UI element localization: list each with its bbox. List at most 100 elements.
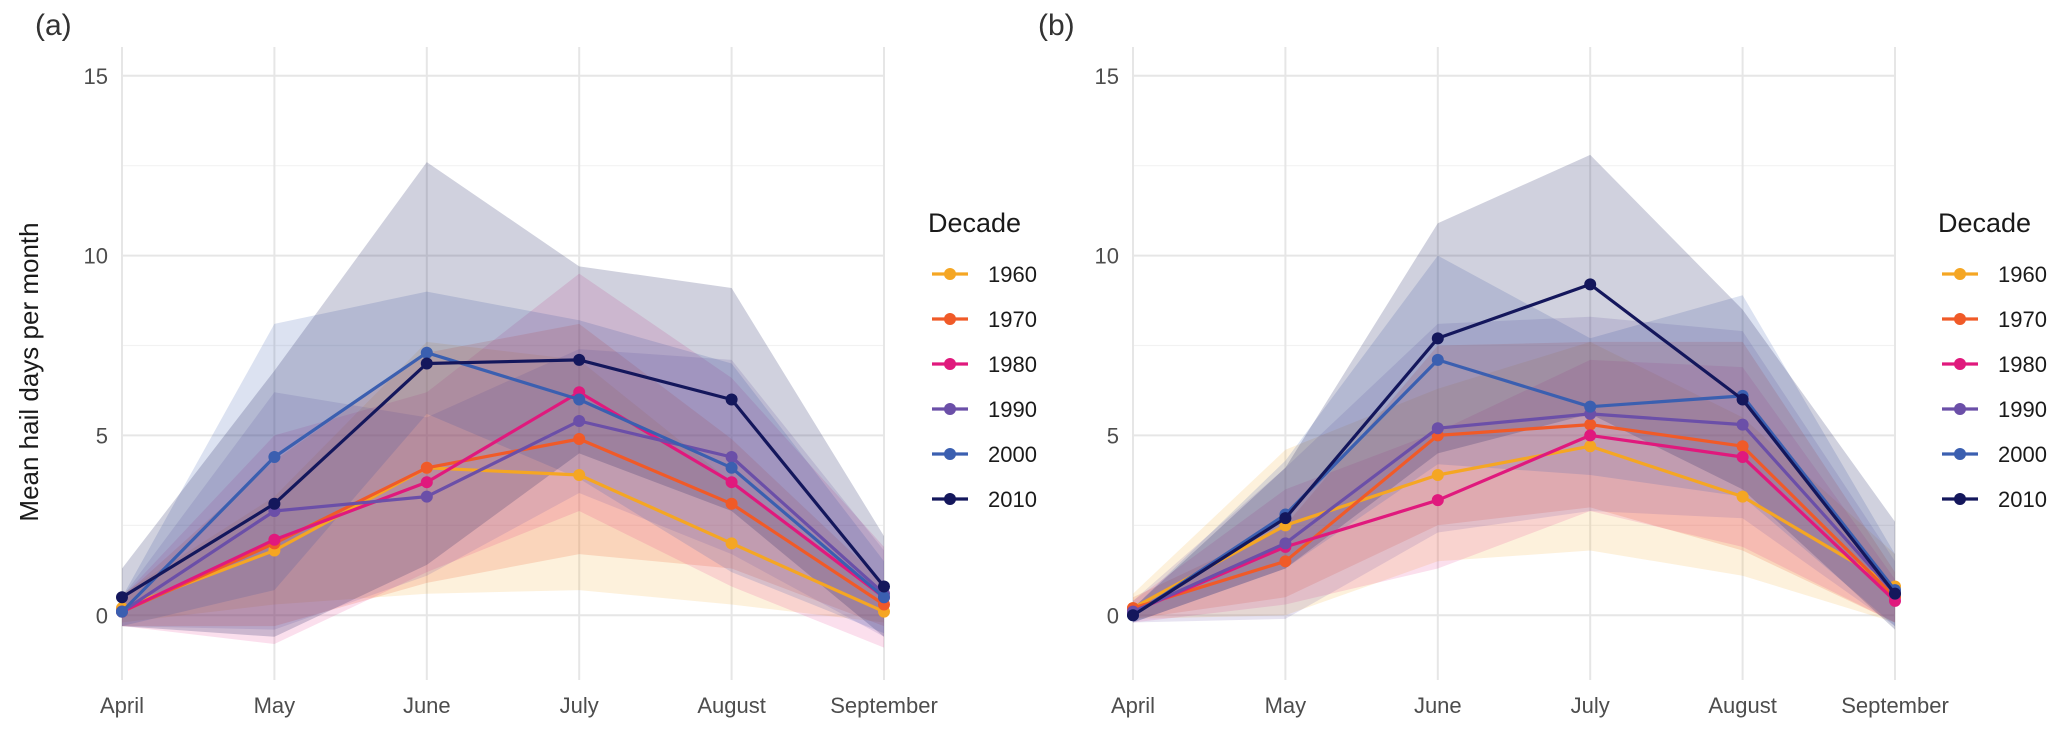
legend-title: Decade (928, 208, 1021, 238)
band-2000 (1133, 255, 1895, 627)
panel-a: 0 5 10 15 April May June July August September (a)… (35, 9, 1037, 718)
line-1960 (121, 466, 885, 614)
y-tick-label: 15 (84, 64, 108, 89)
line-1980 (1132, 433, 1897, 614)
line-1970 (1132, 423, 1897, 610)
line-1980 (121, 390, 885, 614)
x-tick-label: May (1265, 693, 1307, 718)
point-2010 (1889, 587, 1901, 600)
point-1970 (420, 461, 433, 474)
series-2010 (1127, 278, 1901, 622)
point-1970 (1736, 440, 1749, 453)
legend-title: Decade (1938, 208, 2031, 238)
y-tick-label: 0 (96, 603, 108, 628)
line-2000 (120, 351, 886, 613)
point-2000 (1431, 353, 1444, 366)
legend-label: 1960 (988, 262, 1037, 287)
line-2000 (1132, 358, 1897, 617)
panel-label: (b) (1038, 9, 1075, 42)
legend-label: 1980 (988, 352, 1037, 377)
legend-item-2010: 2010 (932, 487, 1037, 512)
point-1970 (573, 433, 586, 446)
legend-item-2010: 2010 (1942, 487, 2047, 512)
legend-item-2000: 2000 (1942, 442, 2047, 467)
point-1960 (573, 468, 586, 481)
confidence-bands (1133, 154, 1895, 630)
x-tick-label: August (1708, 693, 1777, 718)
point-2000 (420, 346, 433, 359)
grid (121, 47, 885, 680)
legend-swatch-point (944, 448, 956, 460)
x-tick-label: July (1571, 693, 1610, 718)
line-1970 (121, 437, 885, 614)
legend-label: 2010 (988, 487, 1037, 512)
point-1960 (1736, 490, 1749, 503)
legend-swatch-point (944, 358, 956, 370)
legend-swatch-point (1954, 268, 1966, 280)
point-2010 (420, 357, 433, 370)
legend-swatch-point (1954, 313, 1966, 325)
series-2000 (116, 346, 890, 618)
point-1980 (1584, 429, 1597, 442)
point-1990 (1736, 418, 1749, 431)
x-tick-label: May (254, 693, 296, 718)
legend: Decade 1960 1970 1980 1990 2000 2010 (928, 208, 1037, 512)
point-1990 (420, 490, 433, 503)
line-2010 (1132, 282, 1897, 617)
point-2000 (878, 591, 890, 604)
panel-label: (a) (35, 9, 72, 42)
band-1970 (1133, 341, 1895, 623)
confidence-bands (122, 162, 884, 648)
y-tick-label: 5 (1107, 423, 1119, 448)
point-1990 (1279, 537, 1292, 550)
y-axis-label: Mean hail days per month (14, 222, 44, 521)
series-1980 (116, 386, 890, 618)
band-1960 (1133, 341, 1895, 623)
legend-label: 1970 (1998, 307, 2047, 332)
point-1970 (1584, 418, 1597, 431)
legend-label: 1970 (988, 307, 1037, 332)
band-2010 (122, 162, 884, 637)
legend-item-1980: 1980 (932, 352, 1037, 377)
legend-label: 2000 (1998, 442, 2047, 467)
legend-swatch-point (944, 493, 956, 505)
legend-item-1980: 1980 (1942, 352, 2047, 377)
point-2010 (1431, 332, 1444, 345)
point-1960 (1584, 440, 1597, 453)
legend-item-1990: 1990 (932, 397, 1037, 422)
point-2010 (116, 591, 128, 604)
band-1990 (1133, 316, 1895, 627)
point-1960 (725, 537, 738, 550)
point-2010 (1279, 512, 1292, 525)
point-2000 (573, 393, 586, 406)
point-2000 (268, 451, 281, 464)
point-1980 (268, 533, 281, 546)
band-1980 (122, 273, 884, 648)
point-2010 (878, 580, 890, 593)
grid (1132, 47, 1896, 680)
point-1980 (725, 476, 738, 489)
x-tick-label: April (100, 693, 144, 718)
point-1990 (573, 415, 586, 428)
point-1990 (725, 451, 738, 464)
point-1980 (420, 476, 433, 489)
legend-swatch-point (1954, 358, 1966, 370)
point-1980 (1736, 451, 1749, 464)
legend: Decade 1960 1970 1980 1990 2000 2010 (1938, 208, 2047, 512)
point-1990 (1431, 422, 1444, 435)
legend-label: 2000 (988, 442, 1037, 467)
legend-swatch-point (1954, 448, 1966, 460)
series-1990 (116, 415, 890, 618)
legend-swatch-point (1954, 493, 1966, 505)
legend-label: 1990 (1998, 397, 2047, 422)
y-tick-label: 5 (96, 423, 108, 448)
line-1960 (1132, 444, 1896, 610)
y-tick-label: 10 (84, 244, 108, 269)
x-tick-label: July (560, 693, 599, 718)
point-1970 (725, 497, 738, 510)
legend-label: 1990 (988, 397, 1037, 422)
legend-item-1970: 1970 (1942, 307, 2047, 332)
line-1990 (121, 419, 886, 614)
band-2000 (122, 291, 884, 634)
